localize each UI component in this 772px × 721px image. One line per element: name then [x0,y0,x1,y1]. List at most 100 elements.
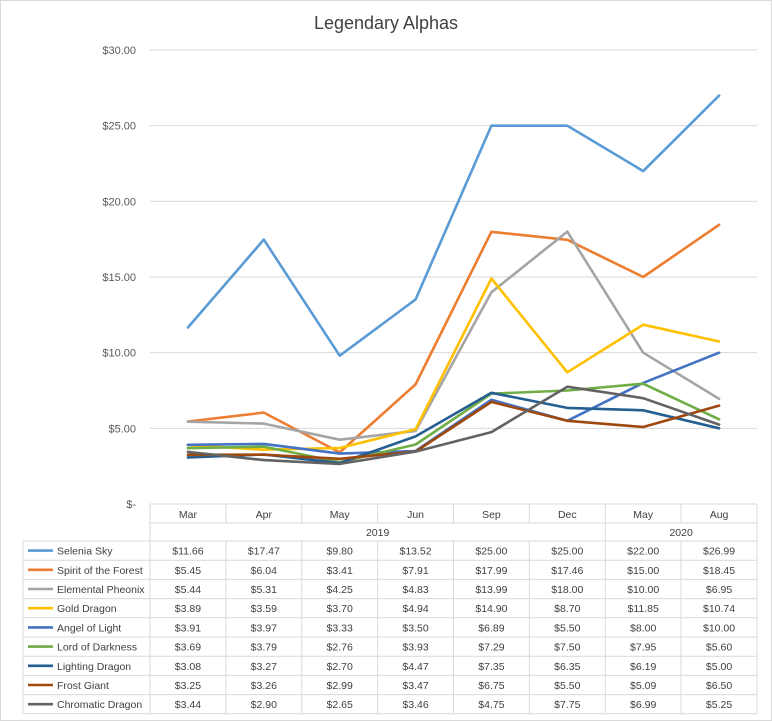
data-label: $17.99 [475,565,507,577]
data-label: $22.00 [627,546,659,558]
legend-entry: Gold Dragon [57,603,117,615]
data-label: $7.75 [554,699,580,711]
data-label: $5.50 [554,622,580,634]
group-label: 2020 [669,527,693,539]
data-label: $3.25 [175,680,201,692]
data-label: $14.90 [475,603,507,615]
data-label: $11.85 [628,603,659,615]
x-tick-label: Jun [407,509,424,521]
y-tick-label: $20.00 [102,196,136,208]
data-label: $5.60 [706,642,732,654]
y-tick-label: $10.00 [102,348,136,360]
data-label: $10.00 [703,622,735,634]
data-label: $6.19 [630,661,656,673]
data-label: $3.50 [402,622,428,634]
data-label: $3.79 [251,642,277,654]
y-tick-label: $- [126,499,136,511]
y-tick-label: $25.00 [102,121,136,133]
x-tick-label: Dec [558,509,577,521]
x-tick-label: Sep [482,509,501,521]
data-label: $2.90 [251,699,277,711]
series-line [186,382,721,464]
data-label: $8.00 [630,622,656,634]
data-label: $5.00 [706,661,732,673]
data-label: $25.00 [475,546,507,558]
data-label: $4.75 [478,699,504,711]
y-tick-label: $15.00 [102,272,136,284]
data-label: $3.97 [251,622,277,634]
data-label: $5.09 [630,680,656,692]
data-label: $8.70 [554,603,580,615]
data-label: $2.76 [327,642,353,654]
data-label: $3.69 [175,642,201,654]
data-label: $3.70 [327,603,353,615]
data-label: $7.50 [554,642,580,654]
data-label: $7.29 [478,642,504,654]
data-label: $17.47 [248,546,280,558]
x-tick-label: May [633,509,654,521]
series-lines [186,94,721,466]
data-label: $3.47 [402,680,428,692]
x-tick-label: May [330,509,351,521]
data-label: $13.99 [475,584,507,596]
data-label: $7.91 [402,565,428,577]
data-label: $3.89 [175,603,201,615]
data-label: $3.46 [402,699,428,711]
data-label: $6.99 [630,699,656,711]
data-label: $5.50 [554,680,580,692]
legend-entry: Angel of Light [57,622,121,634]
data-label: $3.93 [402,642,428,654]
data-label: $4.25 [327,584,353,596]
data-label: $4.47 [402,661,428,673]
series-line [186,94,721,358]
data-label: $4.83 [402,584,428,596]
y-tick-label: $30.00 [102,45,136,57]
legend-entry: Elemental Pheonix [57,584,145,596]
data-label: $3.26 [251,680,277,692]
data-label: $11.66 [172,546,203,558]
x-tick-label: Mar [179,509,198,521]
data-label: $18.00 [551,584,583,596]
data-label: $6.89 [478,622,504,634]
data-label: $6.35 [554,661,580,673]
data-label: $7.35 [478,661,504,673]
y-tick-label: $5.00 [108,423,136,435]
data-label: $6.75 [478,680,504,692]
data-label: $3.91 [175,622,201,634]
data-label: $5.31 [251,584,277,596]
data-table: Mar Apr May Jun Sep Dec May Aug 2019 2020 Selenia … [22,503,758,715]
x-tick-label: Aug [710,509,729,521]
data-label: $5.45 [175,565,201,577]
series-line [186,400,721,461]
data-label: $5.25 [706,699,732,711]
data-label: $3.44 [175,699,201,711]
data-label: $9.80 [327,546,353,558]
data-label: $6.95 [706,584,732,596]
legend-entry: Selenia Sky [57,546,113,558]
data-label: $3.27 [251,661,277,673]
data-label: $3.08 [175,661,201,673]
data-label: $2.99 [327,680,353,692]
y-axis-tick-labels: $- $5.00 $10.00 $15.00 $20.00 $25.00 $30.00 [102,45,136,511]
data-label: $10.74 [703,603,735,615]
data-label: $18.45 [703,565,735,577]
legend-entry: Spirit of the Forest [57,565,143,577]
data-label: $13.52 [400,546,432,558]
data-label: $26.99 [703,546,735,558]
data-label: $10.00 [627,584,659,596]
data-label: $6.50 [706,680,732,692]
data-label: $4.94 [402,603,428,615]
data-label: $17.46 [551,565,583,577]
data-label: $2.65 [327,699,353,711]
data-label: $3.41 [327,565,353,577]
data-label: $7.95 [630,642,656,654]
group-label: 2019 [366,527,390,539]
gridlines [150,49,757,429]
legend-entry: Chromatic Dragon [57,699,142,711]
legend-entry: Frost Giant [57,680,109,692]
data-label: $6.04 [251,565,277,577]
data-label: $3.33 [327,622,353,634]
data-label: $25.00 [551,546,583,558]
